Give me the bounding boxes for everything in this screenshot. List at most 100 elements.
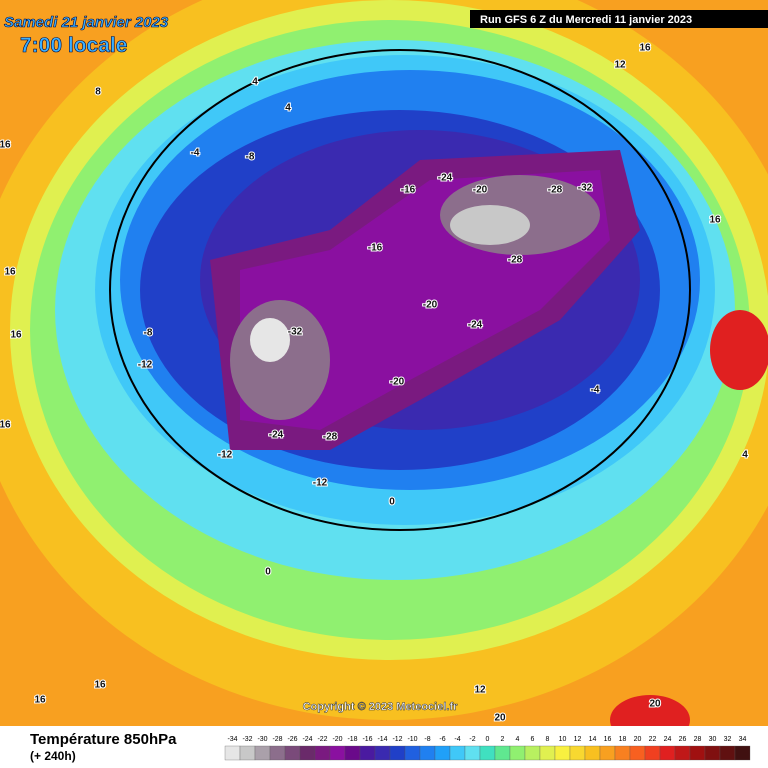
contour-label: 4 bbox=[252, 77, 258, 88]
scale-label: 18 bbox=[619, 736, 627, 743]
scale-label: -8 bbox=[424, 736, 430, 743]
contour-label: 16 bbox=[709, 215, 721, 226]
color-swatch bbox=[434, 745, 451, 761]
color-swatch bbox=[734, 745, 751, 761]
color-swatch bbox=[659, 745, 676, 761]
run: Run GFS 6 Z du Mercredi 11 janvier 2023 bbox=[480, 14, 692, 26]
contour-label: 16 bbox=[0, 420, 11, 431]
contour-label: -16 bbox=[401, 185, 416, 196]
scale-label: 34 bbox=[739, 736, 747, 743]
color-swatch bbox=[704, 745, 721, 761]
contour-label: -28 bbox=[508, 255, 523, 266]
scale-label: -24 bbox=[302, 736, 312, 743]
contour-label: -4 bbox=[191, 148, 200, 159]
scale-label: -16 bbox=[362, 736, 372, 743]
date: Samedi 21 janvier 2023 bbox=[4, 14, 169, 31]
contour-label: -20 bbox=[423, 300, 438, 311]
scale-label: 10 bbox=[559, 736, 567, 743]
scale-label: 32 bbox=[724, 736, 732, 743]
contour-label: 12 bbox=[474, 685, 486, 696]
contour-label: -4 bbox=[591, 385, 600, 396]
scale-label: 30 bbox=[709, 736, 717, 743]
color-swatch bbox=[284, 745, 301, 761]
color-swatch bbox=[239, 745, 256, 761]
color-swatch bbox=[674, 745, 691, 761]
color-swatch bbox=[554, 745, 571, 761]
color-swatch bbox=[254, 745, 271, 761]
contour-label: -28 bbox=[548, 185, 563, 196]
color-swatch bbox=[629, 745, 646, 761]
contour-label: -32 bbox=[288, 327, 303, 338]
scale-label: 6 bbox=[531, 736, 535, 743]
color-swatch bbox=[449, 745, 466, 761]
contour-label: 16 bbox=[34, 695, 46, 706]
legend-title: Température 850hPa bbox=[30, 731, 177, 748]
scale-label: -2 bbox=[469, 736, 475, 743]
copyright: Copyright © 2023 Meteociel.fr bbox=[303, 701, 459, 713]
color-swatch bbox=[359, 745, 376, 761]
color-swatch bbox=[584, 745, 601, 761]
color-swatch bbox=[419, 745, 436, 761]
scale-label: -28 bbox=[272, 736, 282, 743]
color-swatch bbox=[479, 745, 496, 761]
contour-label: 0 bbox=[389, 497, 395, 508]
contour-label: 16 bbox=[639, 43, 651, 54]
contour-label: 16 bbox=[0, 140, 11, 151]
scale-label: -4 bbox=[454, 736, 460, 743]
color-swatch bbox=[329, 745, 346, 761]
scale-label: 8 bbox=[546, 736, 550, 743]
scale-label: 24 bbox=[664, 736, 672, 743]
color-swatch bbox=[719, 745, 736, 761]
scale-label: 22 bbox=[649, 736, 657, 743]
contour-label: 4 bbox=[285, 103, 291, 114]
color-swatch bbox=[389, 745, 406, 761]
scale-label: -22 bbox=[317, 736, 327, 743]
contour-label: -12 bbox=[313, 478, 328, 489]
contour-label: -20 bbox=[473, 185, 488, 196]
scale-label: -26 bbox=[287, 736, 297, 743]
color-swatch bbox=[374, 745, 391, 761]
scale-label: 26 bbox=[679, 736, 687, 743]
scale-label: -32 bbox=[242, 736, 252, 743]
color-swatch bbox=[299, 745, 316, 761]
contour-label: -24 bbox=[468, 320, 483, 331]
contour-label: -28 bbox=[323, 432, 338, 443]
scale-label: 2 bbox=[501, 736, 505, 743]
contour-label: 16 bbox=[94, 680, 106, 691]
color-swatch bbox=[569, 745, 586, 761]
color-swatch bbox=[689, 745, 706, 761]
contour-label: -16 bbox=[368, 243, 383, 254]
contour-label: -8 bbox=[246, 152, 255, 163]
scale-label: 20 bbox=[634, 736, 642, 743]
scale-label: -18 bbox=[347, 736, 357, 743]
legend-subtitle: (+ 240h) bbox=[30, 749, 76, 763]
contour-label: 16 bbox=[10, 330, 22, 341]
map-background bbox=[0, 0, 768, 745]
color-swatch bbox=[464, 745, 481, 761]
contour-label: 20 bbox=[494, 713, 506, 724]
scale-label: -20 bbox=[332, 736, 342, 743]
color-swatch bbox=[644, 745, 661, 761]
scale-label: 12 bbox=[574, 736, 582, 743]
scale-label: -6 bbox=[439, 736, 445, 743]
contour-label: 16 bbox=[4, 267, 16, 278]
run-box bbox=[470, 10, 768, 28]
contour-label: -24 bbox=[269, 430, 284, 441]
contour-label: 4 bbox=[742, 450, 748, 461]
color-swatch bbox=[524, 745, 541, 761]
color-swatch bbox=[224, 745, 241, 761]
contour-label: -12 bbox=[218, 450, 233, 461]
scale-label: 0 bbox=[486, 736, 490, 743]
color-swatch bbox=[539, 745, 556, 761]
color-swatch bbox=[404, 745, 421, 761]
contour-label: -8 bbox=[144, 328, 153, 339]
color-swatch bbox=[599, 745, 616, 761]
contour-label: 20 bbox=[649, 699, 661, 710]
scale-label: 4 bbox=[516, 736, 520, 743]
color-swatch bbox=[269, 745, 286, 761]
contour-label: 8 bbox=[95, 87, 101, 98]
contour-label: -12 bbox=[138, 360, 153, 371]
time: 7:00 locale bbox=[20, 34, 127, 57]
color-swatch bbox=[494, 745, 511, 761]
